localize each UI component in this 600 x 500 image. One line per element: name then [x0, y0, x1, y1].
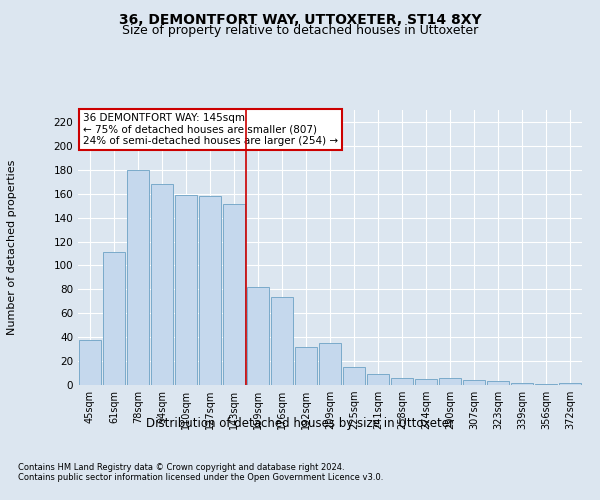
Bar	[199, 196, 221, 385]
Text: Contains public sector information licensed under the Open Government Licence v3: Contains public sector information licen…	[18, 472, 383, 482]
Bar	[223, 204, 245, 385]
Bar	[559, 382, 581, 385]
Text: Number of detached properties: Number of detached properties	[7, 160, 17, 335]
Text: 36 DEMONTFORT WAY: 145sqm
← 75% of detached houses are smaller (807)
24% of semi: 36 DEMONTFORT WAY: 145sqm ← 75% of detac…	[83, 113, 338, 146]
Bar	[343, 367, 365, 385]
Bar	[175, 195, 197, 385]
Bar	[463, 380, 485, 385]
Bar	[127, 170, 149, 385]
Bar	[439, 378, 461, 385]
Bar	[271, 296, 293, 385]
Bar	[367, 374, 389, 385]
Bar	[151, 184, 173, 385]
Bar	[247, 287, 269, 385]
Bar	[535, 384, 557, 385]
Text: 36, DEMONTFORT WAY, UTTOXETER, ST14 8XY: 36, DEMONTFORT WAY, UTTOXETER, ST14 8XY	[119, 12, 481, 26]
Bar	[487, 382, 509, 385]
Bar	[511, 382, 533, 385]
Bar	[103, 252, 125, 385]
Bar	[295, 346, 317, 385]
Text: Contains HM Land Registry data © Crown copyright and database right 2024.: Contains HM Land Registry data © Crown c…	[18, 462, 344, 471]
Bar	[319, 343, 341, 385]
Bar	[415, 379, 437, 385]
Text: Distribution of detached houses by size in Uttoxeter: Distribution of detached houses by size …	[146, 418, 454, 430]
Bar	[391, 378, 413, 385]
Text: Size of property relative to detached houses in Uttoxeter: Size of property relative to detached ho…	[122, 24, 478, 37]
Bar	[79, 340, 101, 385]
